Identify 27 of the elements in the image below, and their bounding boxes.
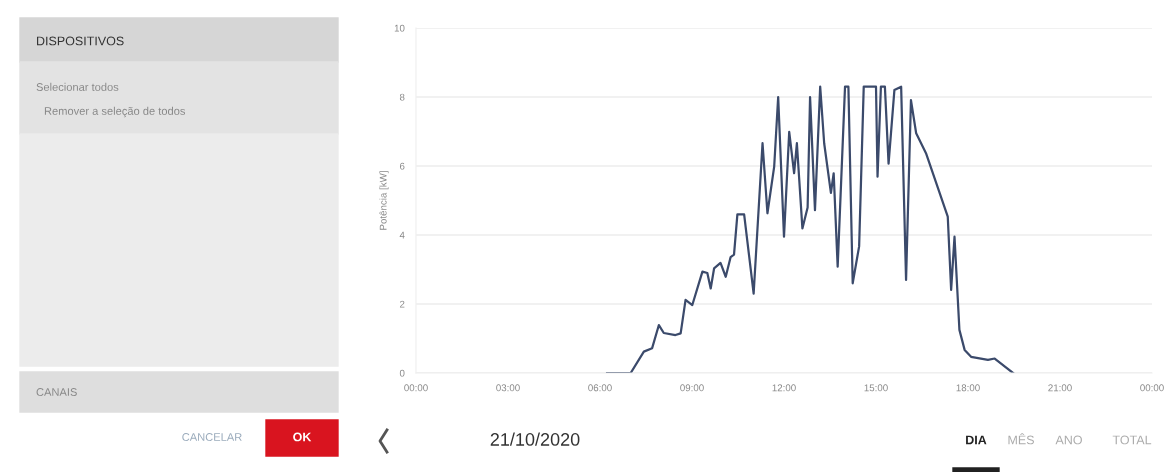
x-tick-label: 18:00	[956, 384, 980, 392]
y-tick-label: 2	[399, 300, 405, 308]
text: CANAIS	[36, 388, 77, 396]
text: DISPOSITIVOS	[37, 36, 124, 46]
y-tick-label: 8	[399, 93, 405, 101]
y-tick-label: 6	[399, 162, 405, 170]
y-tick-label: 4	[399, 231, 405, 239]
x-tick-label: 00:00	[1140, 384, 1164, 392]
text: ANO	[1055, 435, 1082, 445]
x-tick-label: 09:00	[680, 384, 704, 392]
x-tick-label: 15:00	[864, 384, 888, 392]
x-tick-label: 21:00	[1048, 384, 1072, 392]
text: OK	[293, 432, 312, 442]
text: CANCELAR	[182, 433, 242, 441]
x-tick-label: 03:00	[496, 384, 520, 392]
x-tick-label: 00:00	[404, 384, 428, 392]
text: 21/10/2020	[490, 432, 580, 446]
text: MÊS	[1008, 433, 1034, 445]
y-tick-label: 10	[394, 24, 405, 32]
text: DIA	[966, 435, 987, 445]
y-axis-title: Potência [kW]	[379, 171, 389, 230]
text: Selecionar todos	[36, 82, 119, 91]
y-tick-label: 0	[399, 369, 405, 377]
x-tick-label: 12:00	[772, 384, 796, 392]
x-tick-label: 06:00	[588, 384, 612, 392]
text: Remover a seleção de todos	[44, 106, 186, 118]
text: TOTAL	[1112, 435, 1152, 445]
